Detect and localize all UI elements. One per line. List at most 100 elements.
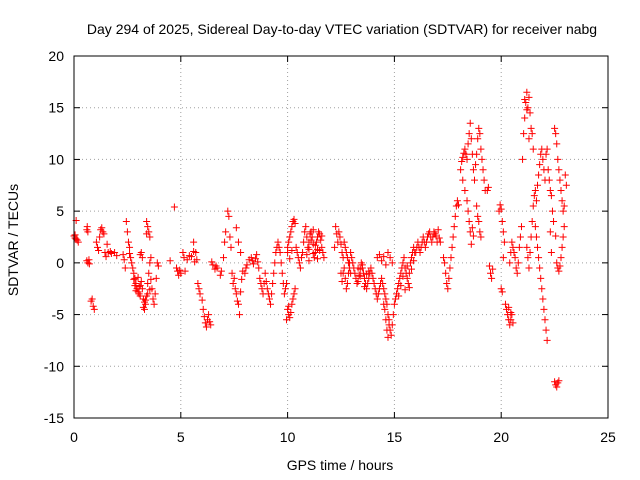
data-point xyxy=(400,254,408,262)
data-point xyxy=(336,233,344,241)
data-point xyxy=(320,254,328,262)
data-point xyxy=(144,290,152,298)
data-point xyxy=(536,264,544,272)
data-point xyxy=(547,249,555,257)
data-point xyxy=(557,186,565,194)
data-point xyxy=(525,135,533,143)
data-point xyxy=(521,114,529,122)
data-point xyxy=(187,253,195,261)
data-point xyxy=(358,261,366,269)
data-point xyxy=(202,323,210,331)
data-point xyxy=(181,267,189,275)
data-point xyxy=(359,269,367,277)
data-point xyxy=(484,183,492,191)
data-point xyxy=(274,238,282,246)
y-axis-title: SDTVAR / TECUs xyxy=(5,184,21,296)
data-point xyxy=(475,124,483,132)
data-point xyxy=(310,254,318,262)
data-point xyxy=(147,275,155,283)
data-point xyxy=(301,228,309,236)
data-point xyxy=(436,238,444,246)
data-point xyxy=(506,259,514,267)
data-point xyxy=(290,290,298,298)
data-point xyxy=(143,217,151,225)
data-point xyxy=(535,171,543,179)
data-point xyxy=(384,249,392,257)
data-point xyxy=(522,99,530,107)
y-tick-label: 10 xyxy=(48,151,64,167)
data-point xyxy=(508,238,516,246)
data-point xyxy=(435,234,443,242)
data-point xyxy=(475,217,483,225)
data-point xyxy=(551,378,559,386)
data-point xyxy=(453,197,461,205)
data-point xyxy=(374,290,382,298)
data-point xyxy=(342,285,350,293)
data-point xyxy=(227,243,235,251)
data-point xyxy=(220,254,228,262)
data-point xyxy=(399,272,407,280)
data-point xyxy=(183,256,191,264)
data-point xyxy=(395,292,403,300)
data-point xyxy=(360,283,368,291)
data-point xyxy=(355,271,363,279)
data-point xyxy=(405,284,413,292)
y-tick-label: 0 xyxy=(56,255,64,271)
data-point xyxy=(147,254,155,262)
data-point xyxy=(511,254,519,262)
data-point xyxy=(123,228,131,236)
data-point xyxy=(303,251,311,259)
data-point xyxy=(515,243,523,251)
data-point xyxy=(516,233,524,241)
data-point xyxy=(526,249,534,257)
data-point xyxy=(364,280,372,288)
data-point xyxy=(487,269,495,277)
data-point xyxy=(555,166,563,174)
data-point xyxy=(311,241,319,249)
y-tick-labels: -15 -10 -5 0 5 10 15 20 xyxy=(44,48,64,426)
data-point xyxy=(144,223,152,231)
data-point xyxy=(416,249,424,257)
data-point xyxy=(473,150,481,158)
data-point xyxy=(314,245,322,253)
data-point xyxy=(537,274,545,282)
data-point xyxy=(213,264,221,272)
data-point xyxy=(499,228,507,236)
data-point xyxy=(474,135,482,143)
data-point xyxy=(507,309,515,317)
data-point xyxy=(451,212,459,220)
data-point xyxy=(95,246,103,254)
data-point xyxy=(560,202,568,210)
data-point xyxy=(209,261,217,269)
data-point xyxy=(285,302,293,310)
data-point xyxy=(348,254,356,262)
data-point xyxy=(498,217,506,225)
data-point xyxy=(464,140,472,148)
data-point xyxy=(281,285,289,293)
data-point xyxy=(198,296,206,304)
data-point xyxy=(307,236,315,244)
data-point xyxy=(529,202,537,210)
data-point xyxy=(380,300,388,308)
data-point xyxy=(271,259,279,267)
data-point xyxy=(126,243,134,251)
y-tick-label: -10 xyxy=(44,358,64,374)
data-point xyxy=(119,251,127,259)
data-point xyxy=(397,282,405,290)
data-point xyxy=(263,285,271,293)
data-point xyxy=(131,282,139,290)
data-point xyxy=(121,264,129,272)
data-point xyxy=(83,223,91,231)
data-point xyxy=(100,230,108,238)
data-point xyxy=(401,286,409,294)
data-point xyxy=(140,305,148,313)
data-point xyxy=(554,155,562,163)
data-point xyxy=(444,285,452,293)
data-point xyxy=(93,243,101,251)
data-point xyxy=(205,311,213,319)
data-point xyxy=(200,313,208,321)
data-point xyxy=(472,161,480,169)
data-point xyxy=(276,249,284,257)
data-point xyxy=(514,259,522,267)
data-point xyxy=(338,277,346,285)
